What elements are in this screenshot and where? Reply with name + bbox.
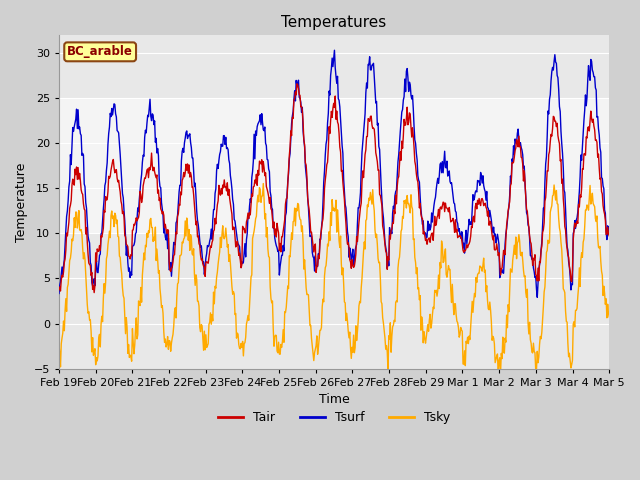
Legend: Tair, Tsurf, Tsky: Tair, Tsurf, Tsky: [212, 406, 456, 429]
X-axis label: Time: Time: [319, 393, 349, 406]
Text: BC_arable: BC_arable: [67, 45, 133, 59]
Y-axis label: Temperature: Temperature: [15, 162, 28, 241]
Title: Temperatures: Temperatures: [282, 15, 387, 30]
Bar: [59, 98, 609, 233]
